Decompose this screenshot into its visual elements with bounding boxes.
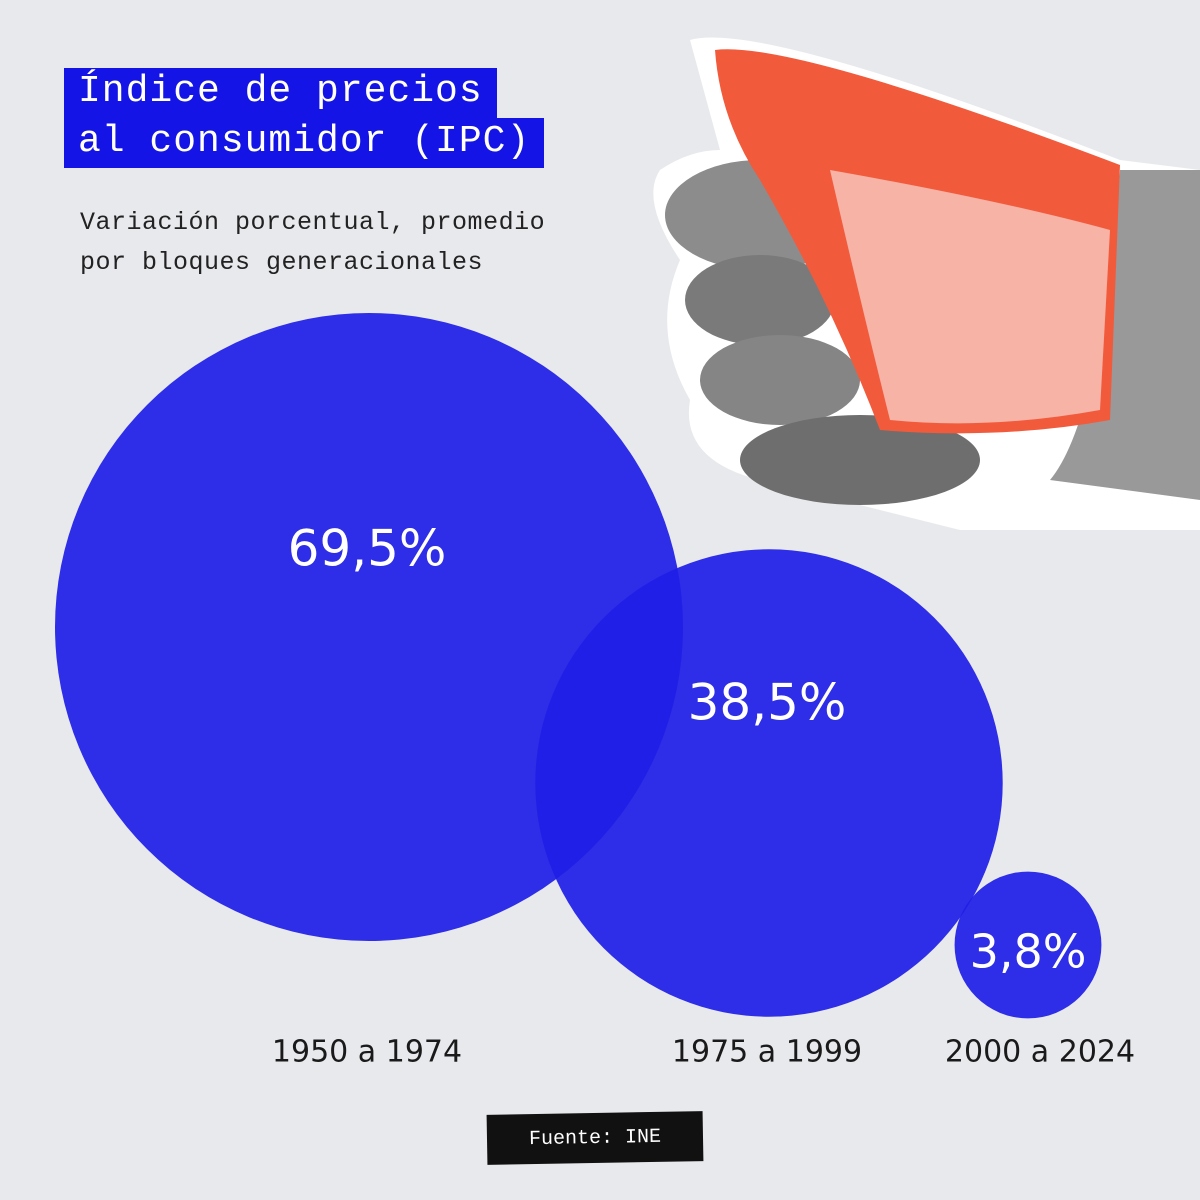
value-label: 38,5% (688, 674, 847, 732)
title-line: al consumidor (IPC) (64, 118, 545, 168)
value-label: 3,8% (970, 925, 1087, 979)
illustration (653, 37, 1200, 530)
title-line: Índice de precios (64, 68, 497, 118)
subtitle-line: Variación porcentual, promedio (80, 208, 546, 237)
category-label: 1975 a 1999 (672, 1035, 862, 1070)
bubble (535, 549, 1003, 1017)
source: Fuente: INE (486, 1111, 704, 1165)
bubble (954, 871, 1102, 1019)
category-label: 2000 a 2024 (945, 1035, 1135, 1070)
value-label: 69,5% (288, 520, 447, 578)
category-label: 1950 a 1974 (272, 1035, 462, 1070)
subtitle-line: por bloques generacionales (80, 248, 484, 277)
bubble (55, 313, 683, 941)
